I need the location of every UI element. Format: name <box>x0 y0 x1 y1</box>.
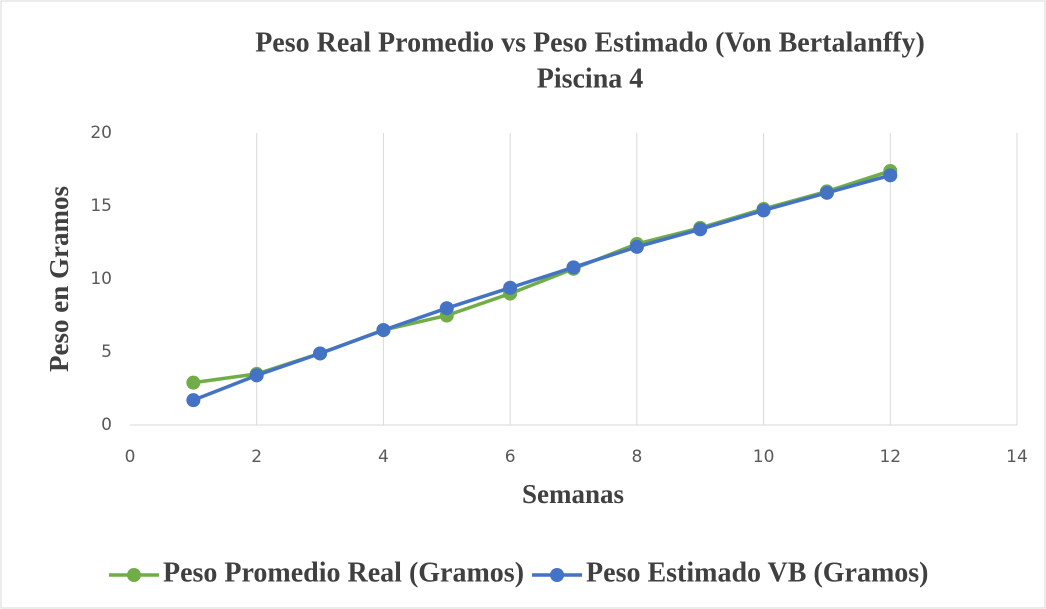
point <box>819 185 834 200</box>
point <box>883 168 898 183</box>
point <box>566 260 581 275</box>
point <box>249 368 264 383</box>
legend-label: Peso Estimado VB (Gramos) <box>586 557 928 588</box>
x-tick-label: 8 <box>631 447 642 467</box>
legend-marker <box>126 568 141 582</box>
x-tick-label: 2 <box>251 447 262 467</box>
chart-subtitle: Piscina 4 <box>537 63 644 94</box>
x-tick-label: 14 <box>1006 447 1028 467</box>
point <box>693 222 708 237</box>
point <box>376 323 391 338</box>
point <box>313 346 328 361</box>
x-tick-label: 4 <box>378 447 389 467</box>
point <box>186 393 201 408</box>
point <box>186 375 201 390</box>
point <box>439 301 454 316</box>
y-tick-label: 10 <box>90 269 112 289</box>
x-tick-label: 6 <box>505 447 516 467</box>
y-axis-label: Peso en Gramos <box>44 186 74 372</box>
chart-title: Peso Real Promedio vs Peso Estimado (Von… <box>255 27 925 58</box>
x-axis-label: Semanas <box>522 479 624 509</box>
x-tick-label: 0 <box>125 447 136 467</box>
legend-marker <box>550 568 565 582</box>
point <box>756 203 771 218</box>
y-tick-label: 20 <box>90 123 112 143</box>
legend-label: Peso Promedio Real (Gramos) <box>163 557 524 588</box>
point <box>503 280 518 295</box>
series-line <box>192 173 891 402</box>
point <box>629 239 644 254</box>
x-tick-label: 12 <box>879 447 901 467</box>
y-tick-label: 0 <box>101 415 112 435</box>
y-tick-label: 5 <box>101 342 112 362</box>
x-tick-label: 10 <box>753 447 775 467</box>
y-tick-label: 15 <box>90 196 112 216</box>
